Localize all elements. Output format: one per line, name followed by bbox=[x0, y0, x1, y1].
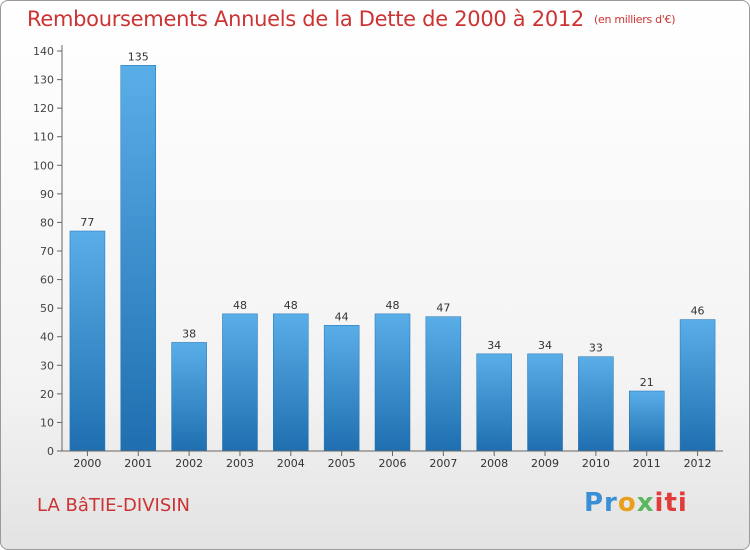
bar bbox=[374, 313, 411, 452]
x-tick-label: 2005 bbox=[328, 457, 356, 470]
bar bbox=[679, 319, 716, 452]
chart-subtitle: (en milliers d'€) bbox=[594, 13, 676, 26]
bar-value-label: 135 bbox=[128, 50, 149, 63]
proxiti-logo: Proxiti bbox=[584, 488, 688, 518]
bar-value-label: 48 bbox=[284, 299, 298, 312]
x-tick-label: 2012 bbox=[684, 457, 712, 470]
y-tick-label: 60 bbox=[40, 274, 54, 287]
bar bbox=[69, 230, 106, 452]
y-tick-label: 90 bbox=[40, 188, 54, 201]
y-tick-label: 80 bbox=[40, 216, 54, 229]
y-tick-label: 50 bbox=[40, 302, 54, 315]
bars-layer: 77 135 38 48 48 44 48 47 34 34 33 21 46 bbox=[69, 50, 716, 452]
x-tick-label: 2009 bbox=[531, 457, 559, 470]
y-tick-label: 70 bbox=[40, 245, 54, 258]
bar bbox=[578, 356, 614, 452]
y-tick-label: 20 bbox=[40, 388, 54, 401]
bar bbox=[476, 353, 512, 452]
bar-value-label: 48 bbox=[233, 299, 247, 312]
y-tick-label: 100 bbox=[33, 159, 54, 172]
bar-value-label: 34 bbox=[487, 339, 501, 352]
axes-layer: 0 10 20 30 40 50 60 70 80 90 100 110 120 130 140 2000 20… bbox=[33, 45, 723, 470]
x-tick-label: 2000 bbox=[73, 457, 101, 470]
chart-title: Remboursements Annuels de la Dette de 20… bbox=[27, 7, 675, 31]
bar bbox=[527, 353, 563, 452]
bar-value-label: 48 bbox=[386, 299, 400, 312]
bar-value-label: 33 bbox=[589, 342, 603, 355]
x-tick-label: 2010 bbox=[582, 457, 610, 470]
logo-part-3: x bbox=[636, 488, 655, 518]
y-tick-label: 0 bbox=[47, 445, 54, 458]
y-tick-label: 10 bbox=[40, 416, 54, 429]
y-tick-label: 110 bbox=[33, 131, 54, 144]
x-tick-label: 2007 bbox=[429, 457, 457, 470]
bar bbox=[120, 65, 157, 452]
bar-value-label: 21 bbox=[640, 376, 654, 389]
bar bbox=[628, 390, 665, 452]
bar bbox=[171, 342, 207, 452]
x-tick-label: 2011 bbox=[633, 457, 661, 470]
x-tick-label: 2008 bbox=[480, 457, 508, 470]
y-tick-label: 140 bbox=[33, 45, 54, 58]
location-label: LA BâTIE-DIVISIN bbox=[37, 495, 191, 516]
logo-part-1: Pr bbox=[584, 488, 618, 518]
bar-value-label: 47 bbox=[436, 302, 450, 315]
y-tick-label: 120 bbox=[33, 102, 54, 115]
y-tick-label: 30 bbox=[40, 359, 54, 372]
y-tick-label: 130 bbox=[33, 74, 54, 87]
x-tick-label: 2003 bbox=[226, 457, 254, 470]
bar-value-label: 77 bbox=[80, 216, 94, 229]
bar bbox=[222, 313, 258, 452]
chart-title-text: Remboursements Annuels de la Dette de 20… bbox=[27, 7, 584, 31]
logo-part-4: iti bbox=[654, 488, 688, 518]
y-tick-label: 40 bbox=[40, 331, 54, 344]
logo-part-2: o bbox=[617, 488, 637, 518]
bar bbox=[273, 313, 309, 452]
x-tick-label: 2001 bbox=[124, 457, 152, 470]
bar bbox=[323, 325, 360, 452]
bar-value-label: 46 bbox=[691, 305, 705, 318]
bar-value-label: 38 bbox=[182, 327, 196, 340]
bar-value-label: 34 bbox=[538, 339, 552, 352]
x-tick-label: 2002 bbox=[175, 457, 203, 470]
bar-value-label: 44 bbox=[335, 310, 349, 323]
x-tick-label: 2004 bbox=[277, 457, 305, 470]
x-tick-label: 2006 bbox=[379, 457, 407, 470]
bar bbox=[425, 316, 462, 452]
